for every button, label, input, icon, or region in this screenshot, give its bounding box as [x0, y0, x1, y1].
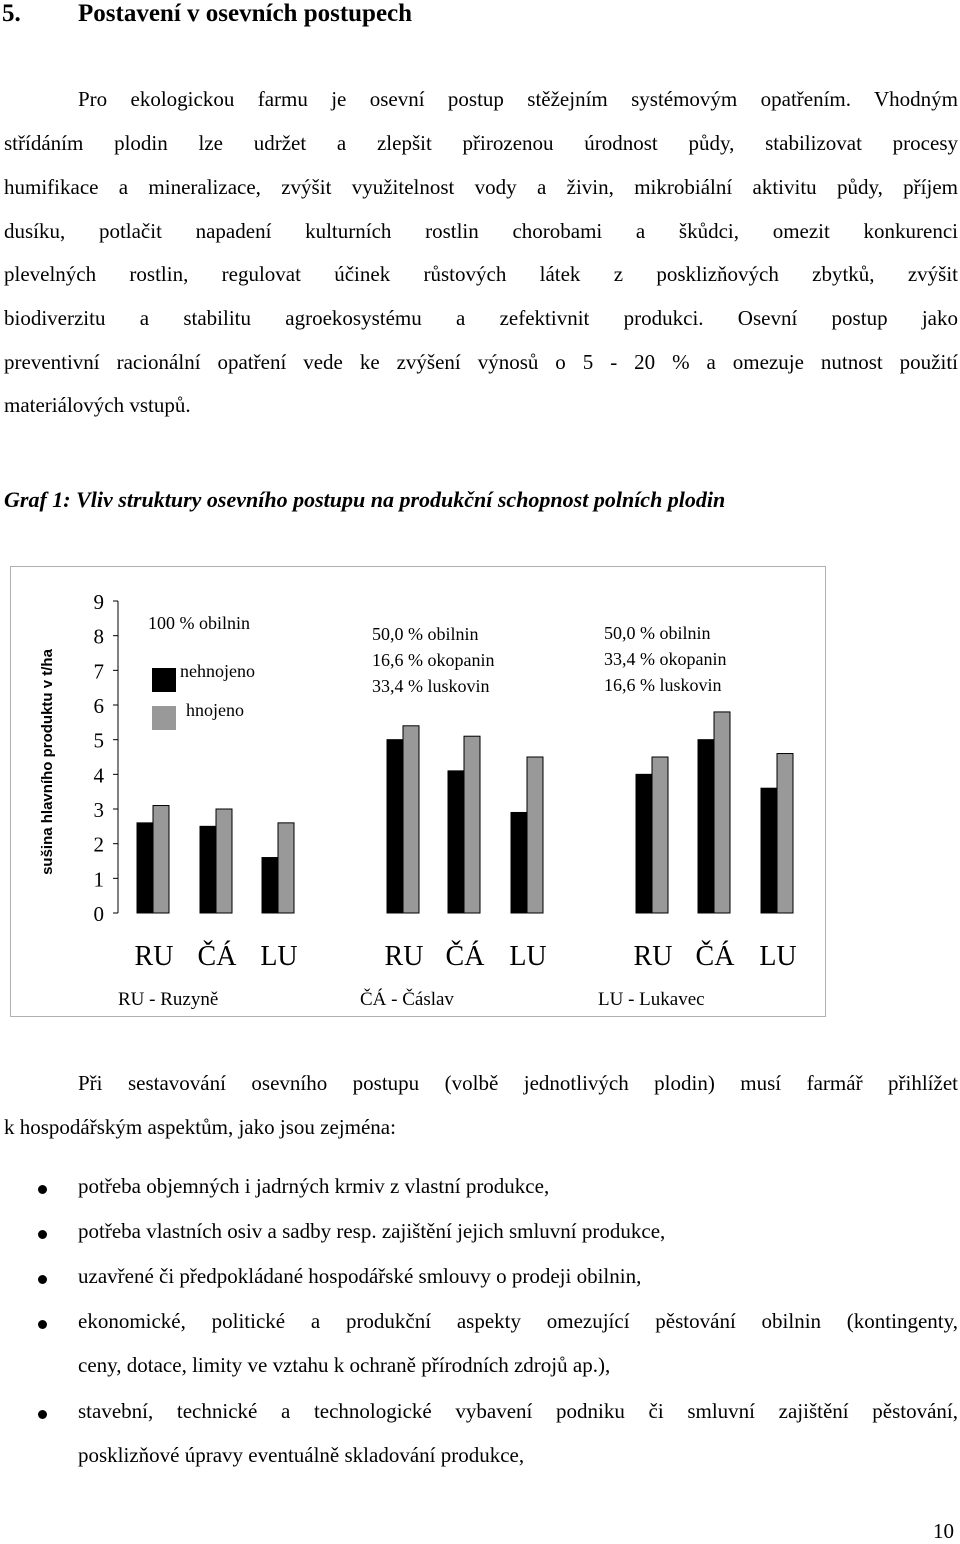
figure-caption: Graf 1: Vliv struktury osevního postupu …	[4, 487, 726, 512]
section-number: 5.	[2, 0, 21, 27]
section-heading: 5. Postavení v osevních postupech	[2, 0, 412, 28]
bullet-item-line: potřeba objemných i jadrných krmiv z vla…	[78, 1174, 550, 1198]
bullet-item-line: ekonomické, politické a produkční aspekt…	[78, 1309, 958, 1333]
bullet-item-line: posklizňové úpravy eventuálně skladování…	[78, 1443, 525, 1467]
section-title: Postavení v osevních postupech	[78, 0, 413, 27]
page-number: 10	[933, 1519, 954, 1543]
paragraph-line: dusíku, potlačit napadení kulturních ros…	[4, 219, 958, 243]
paragraph-line: Pro ekologickou farmu je osevní postup s…	[78, 87, 958, 111]
paragraph-line: Při sestavování osevního postupu (volbě …	[78, 1071, 958, 1095]
bullet-dot	[38, 1275, 47, 1284]
paragraph-line: plevelných rostlin, regulovat účinek růs…	[4, 262, 958, 286]
paragraph-line: preventivní racionální opatření vede ke …	[4, 350, 958, 374]
bullet-item-line: stavební, technické a technologické vyba…	[78, 1399, 958, 1423]
bullet-dot	[38, 1230, 47, 1239]
paragraph-line: biodiverzitu a stabilitu agroekosystému …	[4, 306, 958, 330]
paragraph-line: střídáním plodin lze udržet a zlepšit př…	[4, 131, 958, 155]
bullet-item-line: ceny, dotace, limity ve vztahu k ochraně…	[78, 1353, 611, 1377]
bullet-item-line: potřeba vlastních osiv a sadby resp. zaj…	[78, 1219, 666, 1243]
chart-frame	[10, 566, 826, 1017]
paragraph-line: k hospodářským aspektům, jako jsou zejmé…	[4, 1115, 396, 1139]
bullet-dot	[38, 1320, 47, 1329]
paragraph-line: materiálových vstupů.	[4, 393, 191, 417]
bullet-dot	[38, 1410, 47, 1419]
bullet-item-line: uzavřené či předpokládané hospodářské sm…	[78, 1264, 642, 1288]
bullet-dot	[38, 1185, 47, 1194]
paragraph-line: humifikace a mineralizace, zvýšit využit…	[4, 175, 958, 199]
